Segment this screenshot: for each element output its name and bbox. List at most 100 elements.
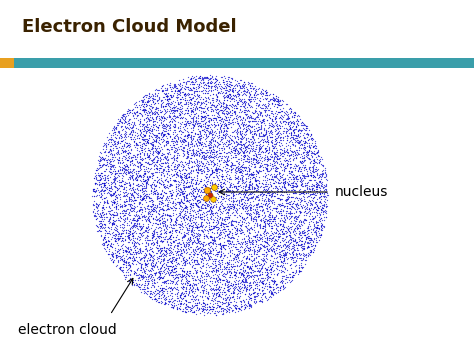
Point xyxy=(144,249,151,254)
Point xyxy=(222,173,229,178)
Point xyxy=(158,88,166,94)
Point xyxy=(224,110,232,116)
Point xyxy=(196,247,204,252)
Point xyxy=(164,150,172,155)
Point xyxy=(212,287,220,292)
Point xyxy=(222,291,230,297)
Point xyxy=(282,175,289,181)
Point xyxy=(247,291,255,297)
Point xyxy=(254,290,261,296)
Point xyxy=(241,249,248,254)
Point xyxy=(283,249,291,255)
Point xyxy=(288,169,295,175)
Point xyxy=(250,204,257,209)
Point xyxy=(131,239,138,244)
Point xyxy=(211,258,219,264)
Point xyxy=(171,196,178,202)
Point xyxy=(159,219,166,225)
Point xyxy=(187,86,195,92)
Point xyxy=(274,236,282,242)
Point xyxy=(173,240,181,246)
Point xyxy=(182,142,190,148)
Point xyxy=(219,300,227,306)
Point xyxy=(111,224,119,230)
Point xyxy=(270,280,278,285)
Point xyxy=(240,79,247,85)
Point xyxy=(176,212,183,218)
Point xyxy=(117,114,125,120)
Point xyxy=(244,108,251,114)
Point xyxy=(234,88,242,94)
Point xyxy=(207,192,215,198)
Point xyxy=(129,194,137,199)
Point xyxy=(255,140,263,145)
Point xyxy=(233,205,240,211)
Point xyxy=(170,243,178,249)
Point xyxy=(117,264,124,270)
Point xyxy=(273,195,281,201)
Point xyxy=(213,218,220,223)
Point xyxy=(218,217,226,223)
Point xyxy=(127,276,134,282)
Point xyxy=(209,200,217,205)
Point xyxy=(168,230,176,235)
Point xyxy=(228,95,236,101)
Point xyxy=(163,263,171,269)
Point xyxy=(292,143,299,148)
Point xyxy=(108,169,115,175)
Point xyxy=(275,177,283,182)
Point xyxy=(241,117,249,123)
Point xyxy=(113,174,120,179)
Point xyxy=(141,280,149,285)
Point xyxy=(168,259,175,265)
Point xyxy=(183,249,191,255)
Point xyxy=(315,230,323,236)
Point xyxy=(130,161,138,167)
Point xyxy=(243,276,250,282)
Point xyxy=(285,114,292,119)
Point xyxy=(298,145,305,150)
Point xyxy=(200,131,208,137)
Point xyxy=(177,135,185,141)
Point xyxy=(222,297,230,303)
Point xyxy=(298,122,305,127)
Point xyxy=(264,221,272,227)
Point xyxy=(189,176,197,182)
Point xyxy=(262,255,269,261)
Point xyxy=(216,263,224,269)
Point xyxy=(237,280,244,286)
Point xyxy=(234,93,242,98)
Point xyxy=(282,219,289,224)
Point xyxy=(232,302,239,308)
Point xyxy=(240,273,247,279)
Point xyxy=(222,89,230,95)
Point xyxy=(217,304,224,309)
Point xyxy=(298,166,305,171)
Point xyxy=(263,236,271,241)
Point xyxy=(160,256,167,262)
Point xyxy=(216,241,224,246)
Point xyxy=(149,122,157,128)
Point xyxy=(251,107,258,113)
Point xyxy=(124,234,132,240)
Point xyxy=(206,129,214,134)
Point xyxy=(210,187,218,192)
Point xyxy=(301,194,308,199)
Point xyxy=(185,282,193,287)
Point xyxy=(254,127,261,133)
Point xyxy=(251,164,259,170)
Point xyxy=(140,108,147,114)
Point xyxy=(242,223,249,228)
Point xyxy=(106,187,113,193)
Point xyxy=(252,262,259,268)
Point xyxy=(149,259,157,264)
Point xyxy=(229,192,237,198)
Point xyxy=(136,221,143,227)
Point xyxy=(109,142,117,148)
Point xyxy=(238,164,246,170)
Point xyxy=(205,115,213,121)
Point xyxy=(277,270,285,275)
Point xyxy=(249,216,257,221)
Point xyxy=(227,148,235,154)
Point xyxy=(213,162,220,168)
